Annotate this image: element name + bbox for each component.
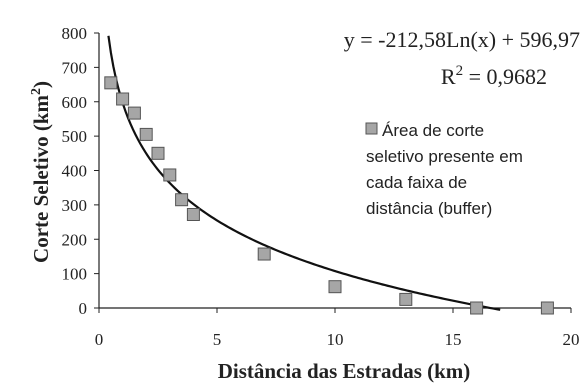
y-tick-label: 500 [62, 127, 88, 146]
y-tick-label: 100 [62, 265, 88, 284]
legend: Área de corte seletivo presente em cada … [365, 121, 523, 218]
trendline [107, 35, 501, 311]
data-point [399, 292, 413, 306]
y-tick-label: 700 [62, 58, 88, 77]
data-point [257, 247, 271, 261]
data-points [104, 76, 554, 315]
y-tick-label: 200 [62, 230, 88, 249]
y-axis-title: Corte Seletivo (km2) [29, 81, 53, 263]
y-tick-labels: 0 100 200 300 400 500 600 700 800 [62, 24, 88, 318]
x-tick-label: 20 [563, 330, 580, 349]
legend-marker [365, 122, 378, 135]
data-point [151, 146, 165, 160]
x-tick-label: 5 [213, 330, 222, 349]
data-point [163, 168, 177, 182]
legend-label-line-1: Área de corte [382, 121, 484, 140]
x-tick-labels: 0 5 10 15 20 [95, 330, 580, 349]
y-tick-label: 400 [62, 162, 88, 181]
y-tick-label: 300 [62, 196, 88, 215]
data-point [127, 106, 141, 120]
data-point [186, 208, 200, 221]
data-point [540, 301, 554, 315]
x-tick-label: 15 [445, 330, 462, 349]
x-axis-title: Distância das Estradas (km) [218, 359, 471, 383]
r-squared-label: R2 = 0,9682 [441, 63, 547, 89]
x-tick-label: 0 [95, 330, 104, 349]
y-tick-label: 800 [62, 24, 88, 43]
regression-equation: y = -212,58Ln(x) + 596,97 [344, 27, 580, 52]
data-point [470, 301, 484, 315]
data-point [328, 280, 342, 294]
legend-label-line-3: cada faixa de [366, 173, 467, 192]
data-point [175, 193, 189, 207]
y-tick-label: 0 [79, 299, 88, 318]
data-point [139, 127, 153, 141]
data-point [104, 76, 118, 90]
x-tick-label: 10 [327, 330, 344, 349]
y-tick-label: 600 [62, 93, 88, 112]
legend-label-line-4: distância (buffer) [366, 199, 492, 218]
legend-label-line-2: seletivo presente em [366, 147, 523, 166]
data-point [116, 92, 130, 106]
